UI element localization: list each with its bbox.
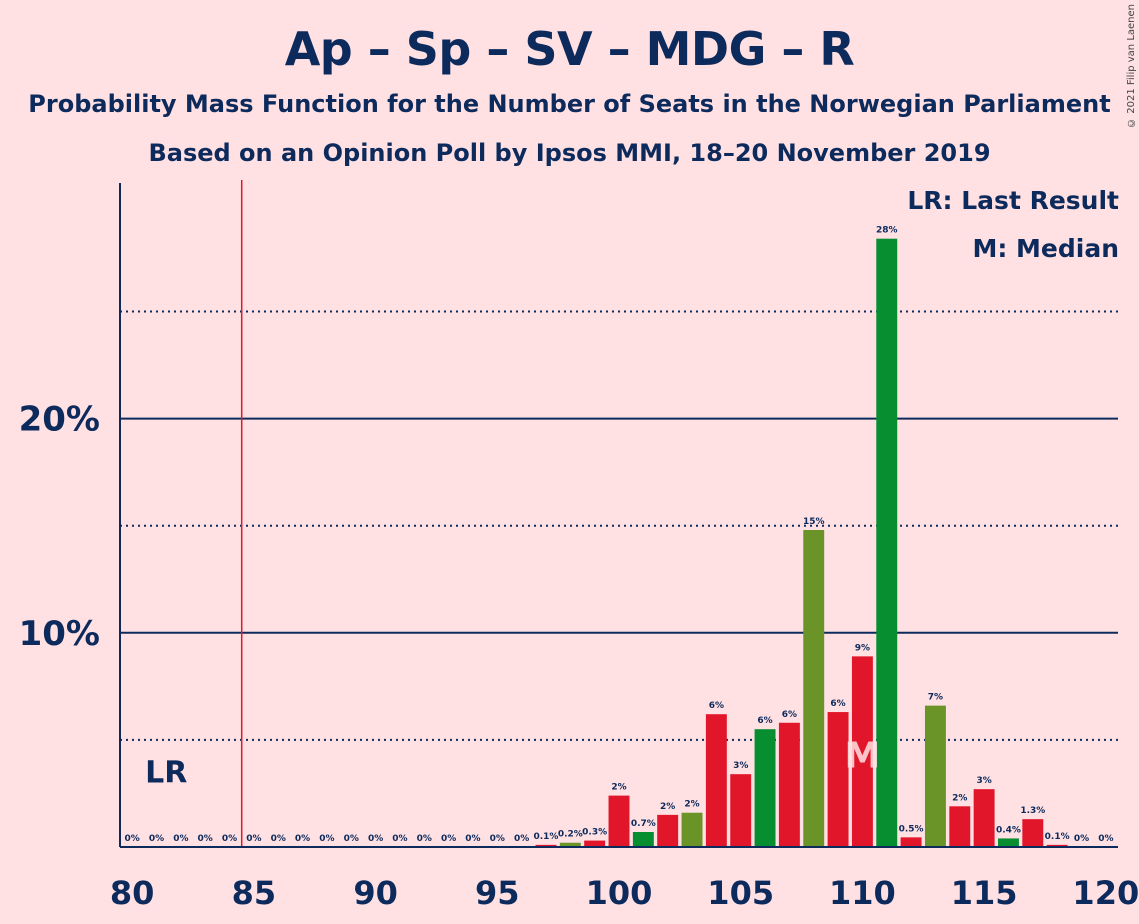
bar-value-label: 28% — [876, 226, 898, 236]
x-tick-label: 85 — [232, 874, 277, 912]
bar-value-label: 2% — [952, 793, 967, 803]
bar-value-label: 0.2% — [558, 830, 583, 840]
bar-value-label: 2% — [684, 800, 699, 810]
bar — [632, 832, 654, 847]
bar — [827, 712, 849, 847]
x-tick-label: 115 — [951, 874, 1018, 912]
chart-subtitle: Probability Mass Function for the Number… — [28, 90, 1111, 118]
bar — [559, 842, 581, 847]
bar-value-label: 0% — [198, 834, 213, 844]
bar — [803, 529, 825, 847]
bar-value-label: 2% — [660, 802, 675, 812]
bar-value-label: 0% — [271, 834, 286, 844]
bar-value-label: 0% — [392, 834, 407, 844]
bar-value-label: 1.3% — [1020, 806, 1045, 816]
bar — [584, 840, 606, 847]
x-tick-label: 110 — [829, 874, 896, 912]
bar — [973, 789, 995, 847]
bar-value-label: 0.5% — [899, 824, 924, 834]
chart-title: Ap – Sp – SV – MDG – R — [284, 22, 855, 76]
bar-value-label: 0.3% — [582, 828, 607, 838]
bar-value-label: 0% — [319, 834, 334, 844]
bar — [778, 722, 800, 847]
x-tick-label: 105 — [707, 874, 774, 912]
bar-value-label: 6% — [709, 701, 724, 711]
bar — [754, 729, 776, 847]
bar — [730, 774, 752, 847]
bar-value-label: 0% — [1074, 834, 1089, 844]
bar — [705, 714, 727, 847]
bar-value-label: 0% — [417, 834, 432, 844]
bar-value-label: 0% — [344, 834, 359, 844]
bar-value-label: 0.1% — [1045, 832, 1070, 842]
legend-median: M: Median — [972, 234, 1119, 263]
bar — [657, 814, 679, 847]
bar-value-label: 6% — [830, 699, 845, 709]
bar-value-label: 0% — [1098, 834, 1113, 844]
bar — [997, 838, 1019, 847]
bar-value-label: 7% — [928, 693, 943, 703]
bar-value-label: 0% — [368, 834, 383, 844]
bar-value-label: 0% — [149, 834, 164, 844]
bar — [900, 837, 922, 847]
bar-value-label: 9% — [855, 643, 870, 653]
y-tick-label: 10% — [19, 614, 100, 654]
x-tick-label: 90 — [353, 874, 398, 912]
bar-value-label: 3% — [733, 761, 748, 771]
bar — [608, 795, 630, 847]
x-tick-label: 120 — [1072, 874, 1139, 912]
x-tick-label: 100 — [586, 874, 653, 912]
x-tick-label: 95 — [475, 874, 520, 912]
bar-value-label: 0.1% — [533, 832, 558, 842]
bar — [1046, 844, 1068, 847]
bar-value-label: 0% — [246, 834, 261, 844]
bar-value-label: 15% — [803, 517, 825, 527]
bar — [535, 844, 557, 847]
bar-value-label: 0% — [465, 834, 480, 844]
bar-value-label: 0% — [490, 834, 505, 844]
bar — [876, 238, 898, 848]
x-tick-label: 80 — [110, 874, 155, 912]
bar-value-label: 6% — [757, 716, 772, 726]
bar-value-label: 0% — [125, 834, 140, 844]
bar-value-label: 0% — [295, 834, 310, 844]
bar-value-label: 0.4% — [996, 825, 1021, 835]
bar — [1022, 819, 1044, 847]
bar-value-label: 0% — [222, 834, 237, 844]
median-marker: M — [845, 736, 881, 777]
bar-value-label: 0% — [514, 834, 529, 844]
last-result-label: LR — [145, 756, 187, 791]
legend-last-result: LR: Last Result — [907, 186, 1119, 215]
bar — [949, 806, 971, 847]
bar-value-label: 3% — [976, 776, 991, 786]
y-tick-label: 20% — [19, 400, 100, 440]
chart-subtitle-poll: Based on an Opinion Poll by Ipsos MMI, 1… — [148, 139, 991, 167]
bar — [924, 705, 946, 847]
bar — [851, 656, 873, 847]
bar-value-label: 0% — [441, 834, 456, 844]
bar-value-label: 0.7% — [631, 819, 656, 829]
bar — [681, 812, 703, 847]
bar-value-label: 6% — [782, 710, 797, 720]
bar-value-label: 0% — [173, 834, 188, 844]
bar-value-label: 2% — [611, 783, 626, 793]
